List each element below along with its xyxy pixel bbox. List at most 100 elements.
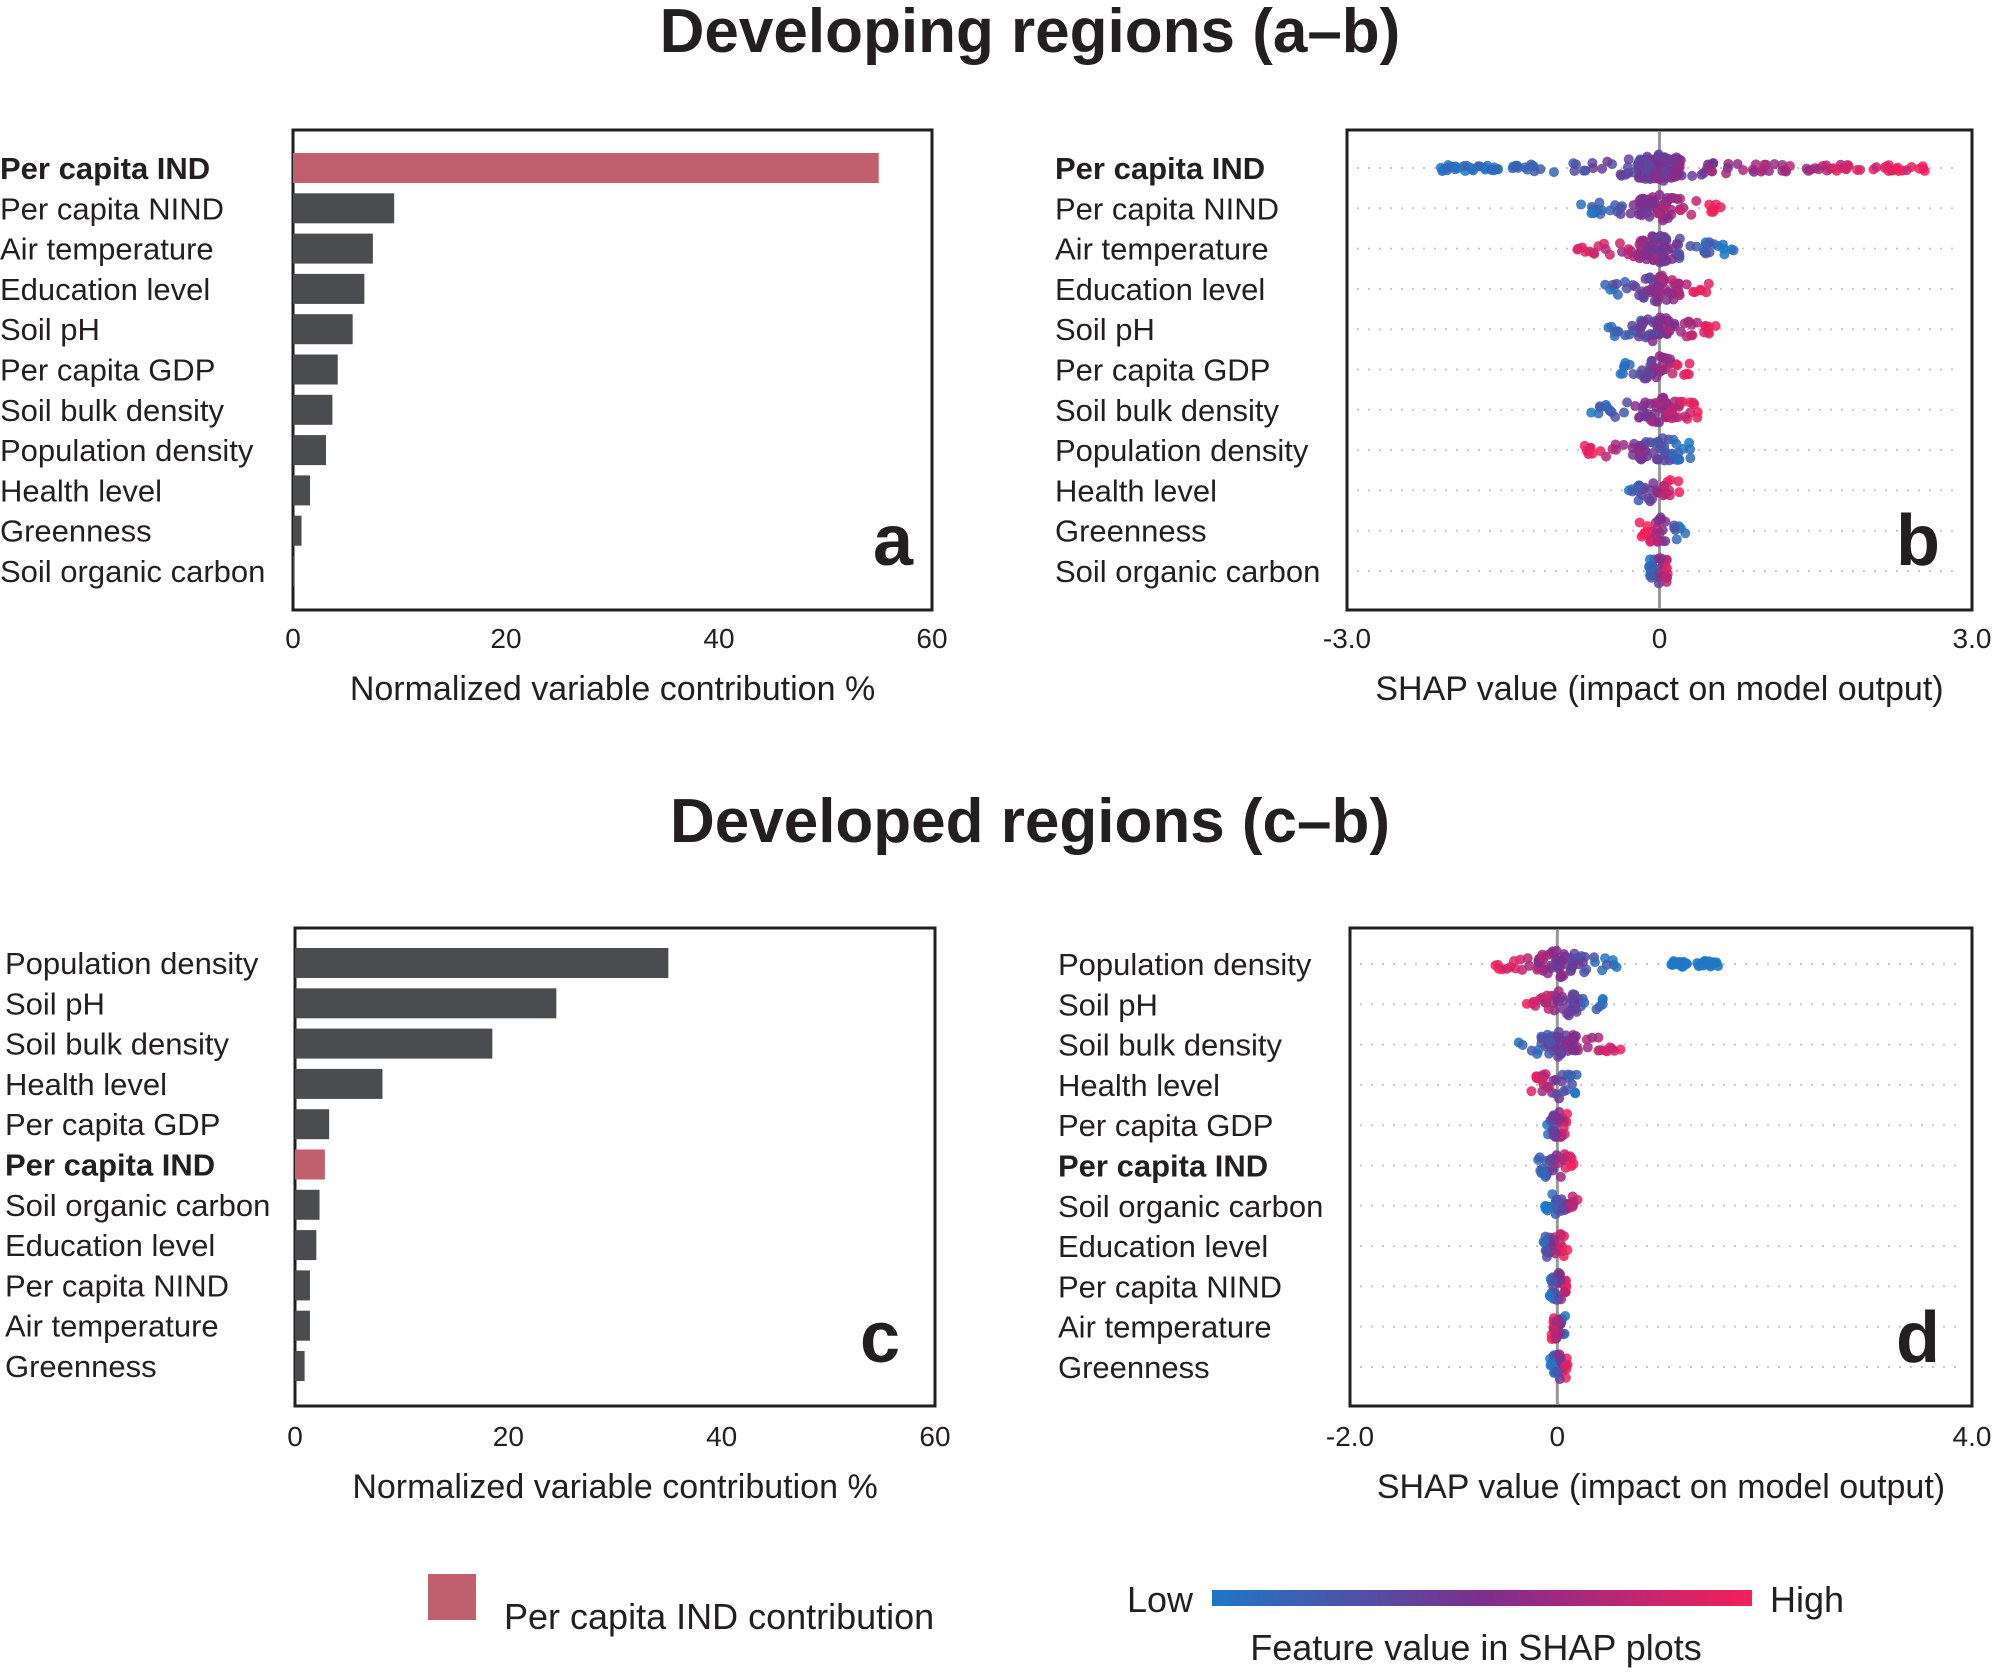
shap-point xyxy=(1871,162,1882,173)
shap-point xyxy=(1703,278,1714,289)
shap-point xyxy=(1556,1076,1567,1087)
shap-point xyxy=(1573,243,1584,254)
shap-point xyxy=(1675,326,1686,337)
shap-point xyxy=(1719,249,1730,260)
shap-point xyxy=(1537,1075,1548,1086)
shap-point xyxy=(1548,167,1559,178)
shap-point xyxy=(1597,993,1608,1004)
shap-point xyxy=(1664,490,1675,501)
x-tick-label: 0 xyxy=(287,1421,303,1452)
shap-points-air-temperature xyxy=(1546,1310,1571,1345)
shap-point xyxy=(1544,1290,1555,1301)
shap-points-health-level xyxy=(1623,475,1685,507)
shap-point xyxy=(1643,159,1654,170)
shap-point xyxy=(1646,572,1657,583)
shap-point xyxy=(1670,280,1681,291)
shap-points-education-level xyxy=(1600,270,1714,307)
shap-point xyxy=(1540,1245,1551,1256)
feature-label-population-density: Population density xyxy=(1058,947,1312,982)
shap-point xyxy=(1588,163,1599,174)
title-developed: Developed regions (c–b) xyxy=(670,787,1390,856)
shap-point xyxy=(1672,360,1683,371)
bar-population-density xyxy=(293,435,327,466)
x-tick-label: 3.0 xyxy=(1953,623,1992,654)
shap-point xyxy=(1566,964,1577,975)
shap-point xyxy=(1538,1166,1549,1177)
category-label-per-capita-gdp: Per capita GDP xyxy=(0,353,215,388)
shap-points-greenness xyxy=(1634,512,1691,547)
shap-point xyxy=(1699,246,1710,257)
bar-per-capita-ind xyxy=(293,153,879,183)
shap-point xyxy=(1680,411,1691,422)
shap-point xyxy=(1544,1155,1555,1166)
shap-point xyxy=(1801,163,1812,174)
shap-points-soil-organic-carbon xyxy=(1539,1189,1583,1220)
shap-point xyxy=(1721,168,1732,179)
shap-point xyxy=(1654,351,1665,362)
feature-label-soil-ph: Soil pH xyxy=(1055,312,1155,347)
shap-point xyxy=(1551,1366,1562,1377)
shap-point xyxy=(1556,955,1567,966)
shap-points-air-temperature xyxy=(1572,230,1739,268)
shap-point xyxy=(1732,159,1743,170)
shap-point xyxy=(1555,1171,1566,1182)
shap-point xyxy=(1544,1048,1555,1059)
shap-point xyxy=(1566,1153,1577,1164)
feature-label-air-temperature: Air temperature xyxy=(1055,232,1269,267)
shap-point xyxy=(1647,561,1658,572)
shap-point xyxy=(1667,254,1678,265)
shap-point xyxy=(1688,397,1699,408)
shap-point xyxy=(1634,209,1645,220)
shap-points-population-density xyxy=(1490,945,1724,983)
shap-point xyxy=(1609,331,1620,342)
shap-point xyxy=(1622,162,1633,173)
shap-point xyxy=(1558,970,1569,981)
shap-point xyxy=(1639,373,1650,384)
shap-point xyxy=(1654,417,1665,428)
shap-point xyxy=(1634,440,1645,451)
shap-point xyxy=(1634,447,1645,458)
shap-point xyxy=(1648,255,1659,266)
shap-point xyxy=(1569,989,1580,1000)
shap-point xyxy=(1547,1165,1558,1176)
shap-point xyxy=(1692,407,1703,418)
shap-point xyxy=(1883,160,1894,171)
shap-point xyxy=(1645,398,1656,409)
bar-education-level xyxy=(293,273,365,304)
bar-air-temperature xyxy=(293,233,373,264)
category-label-soil-organic-carbon: Soil organic carbon xyxy=(0,554,265,589)
shap-point xyxy=(1669,318,1680,329)
shap-point xyxy=(1661,563,1672,574)
panel-letter: b xyxy=(1896,501,1940,581)
shap-point xyxy=(1467,164,1478,175)
shap-point xyxy=(1841,164,1852,175)
shap-point xyxy=(1615,368,1626,379)
shap-point xyxy=(1584,246,1595,257)
panel-letter: a xyxy=(873,501,914,581)
category-label-soil-bulk-density: Soil bulk density xyxy=(0,393,225,428)
feature-label-air-temperature: Air temperature xyxy=(1058,1310,1272,1345)
shap-points-per-capita-nind xyxy=(1544,1267,1572,1305)
shap-points-per-capita-gdp xyxy=(1542,1106,1573,1143)
x-tick-label: 0 xyxy=(1652,623,1668,654)
shap-point xyxy=(1555,1238,1566,1249)
category-label-per-capita-ind: Per capita IND xyxy=(0,151,210,186)
shap-point xyxy=(1668,449,1679,460)
shap-point xyxy=(1541,990,1552,1001)
shap-point xyxy=(1556,1048,1567,1059)
shap-point xyxy=(1713,961,1724,972)
shap-point xyxy=(1645,240,1656,251)
shap-point xyxy=(1667,368,1678,379)
shap-point xyxy=(1582,1042,1593,1053)
category-label-health-level: Health level xyxy=(0,473,162,508)
shap-point xyxy=(1490,960,1501,971)
bar-soil-organic-carbon xyxy=(293,556,295,586)
feature-label-per-capita-gdp: Per capita GDP xyxy=(1058,1108,1273,1143)
shap-point xyxy=(1656,553,1667,564)
shap-point xyxy=(1567,1033,1578,1044)
shap-point xyxy=(1696,285,1707,296)
shap-point xyxy=(1685,444,1696,455)
shap-point xyxy=(1661,576,1672,587)
shap-point xyxy=(1551,1333,1562,1344)
shap-point xyxy=(1640,173,1651,184)
